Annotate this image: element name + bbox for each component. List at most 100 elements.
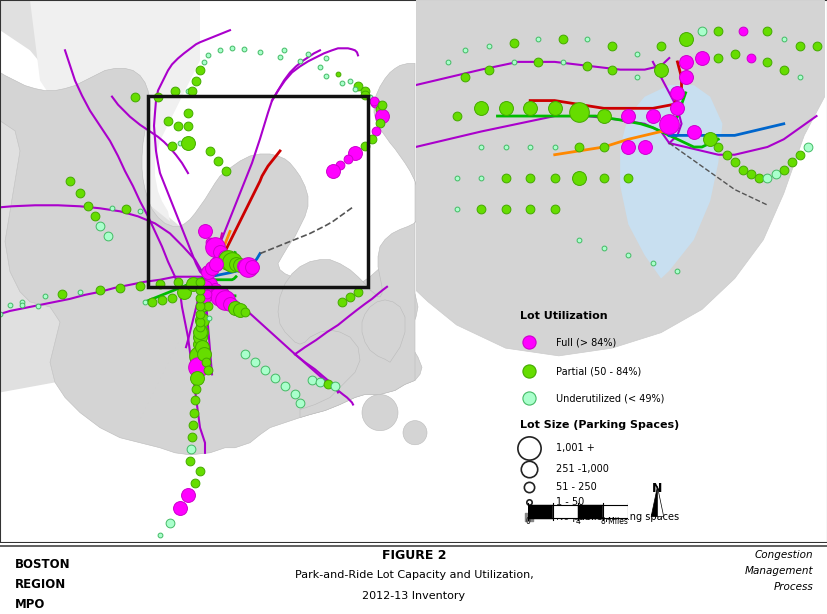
- Point: [752, 173, 765, 183]
- Point: [523, 142, 536, 152]
- Point: [629, 49, 643, 59]
- Point: [341, 154, 354, 164]
- Point: [238, 349, 251, 359]
- Point: [621, 251, 634, 260]
- Point: [273, 52, 286, 62]
- Point: [163, 518, 176, 528]
- Point: [678, 34, 691, 44]
- Text: Congestion
Management
Process: Congestion Management Process: [743, 550, 812, 592]
- Point: [186, 279, 199, 289]
- Point: [88, 211, 102, 221]
- Point: [547, 173, 561, 183]
- Text: Lot Utilization: Lot Utilization: [519, 311, 607, 321]
- Point: [181, 490, 194, 500]
- Point: [74, 287, 87, 297]
- Point: [268, 373, 281, 383]
- Point: [572, 235, 586, 245]
- Point: [777, 165, 790, 175]
- Point: [205, 263, 218, 273]
- Point: [351, 80, 364, 90]
- Point: [449, 173, 462, 183]
- Point: [168, 85, 181, 95]
- Point: [192, 351, 205, 361]
- Polygon shape: [619, 85, 721, 279]
- Point: [507, 57, 520, 67]
- Point: [194, 309, 207, 319]
- Point: [55, 289, 69, 299]
- Point: [572, 107, 586, 117]
- Text: 251 -1,000: 251 -1,000: [556, 464, 609, 473]
- Point: [202, 313, 215, 323]
- Point: [237, 261, 251, 271]
- Point: [213, 45, 227, 55]
- Point: [171, 121, 184, 131]
- Point: [133, 281, 146, 290]
- Point: [358, 141, 371, 151]
- Text: Lot Size (Parking Spaces): Lot Size (Parking Spaces): [519, 421, 679, 430]
- Polygon shape: [415, 0, 824, 356]
- Point: [653, 42, 667, 52]
- Point: [499, 142, 512, 152]
- Point: [198, 282, 212, 292]
- Circle shape: [361, 394, 398, 430]
- Point: [711, 53, 724, 63]
- Point: [177, 287, 190, 297]
- Point: [195, 342, 208, 352]
- Point: [31, 301, 45, 311]
- Point: [238, 307, 251, 317]
- Point: [155, 295, 169, 305]
- Point: [727, 158, 740, 168]
- Point: [522, 337, 535, 347]
- Point: [194, 277, 207, 287]
- Point: [474, 173, 487, 183]
- Point: [348, 148, 361, 158]
- Point: [293, 56, 306, 66]
- Point: [547, 142, 561, 152]
- Point: [223, 299, 237, 309]
- Point: [293, 398, 306, 408]
- Point: [482, 42, 495, 52]
- Point: [735, 165, 748, 175]
- Point: [760, 26, 773, 36]
- Text: 8 Miles: 8 Miles: [600, 517, 627, 526]
- Point: [792, 150, 805, 160]
- Point: [678, 57, 691, 67]
- Point: [801, 142, 814, 152]
- Point: [194, 332, 207, 342]
- Point: [662, 119, 675, 129]
- Point: [190, 373, 203, 383]
- Point: [245, 262, 258, 271]
- Polygon shape: [657, 486, 663, 517]
- Point: [197, 349, 210, 359]
- Point: [670, 103, 683, 113]
- Point: [373, 118, 386, 128]
- Point: [189, 478, 202, 488]
- Point: [474, 103, 487, 113]
- Point: [507, 37, 520, 47]
- Point: [194, 293, 207, 303]
- Point: [253, 47, 266, 57]
- Point: [38, 291, 51, 301]
- Point: [646, 111, 659, 121]
- Point: [153, 279, 166, 289]
- Point: [203, 236, 217, 246]
- Point: [194, 327, 207, 337]
- Point: [703, 134, 716, 144]
- Polygon shape: [30, 0, 200, 222]
- Point: [638, 142, 651, 152]
- Point: [358, 90, 371, 99]
- Point: [760, 57, 773, 67]
- Point: [331, 69, 344, 79]
- Point: [200, 289, 213, 299]
- Point: [288, 389, 301, 399]
- Point: [165, 293, 179, 303]
- Point: [208, 242, 222, 252]
- Point: [203, 279, 217, 289]
- Polygon shape: [650, 486, 657, 517]
- Point: [93, 285, 107, 295]
- Point: [171, 277, 184, 287]
- Text: No public parking spaces: No public parking spaces: [556, 512, 678, 523]
- Point: [686, 126, 700, 136]
- Point: [191, 362, 204, 372]
- Point: [777, 64, 790, 74]
